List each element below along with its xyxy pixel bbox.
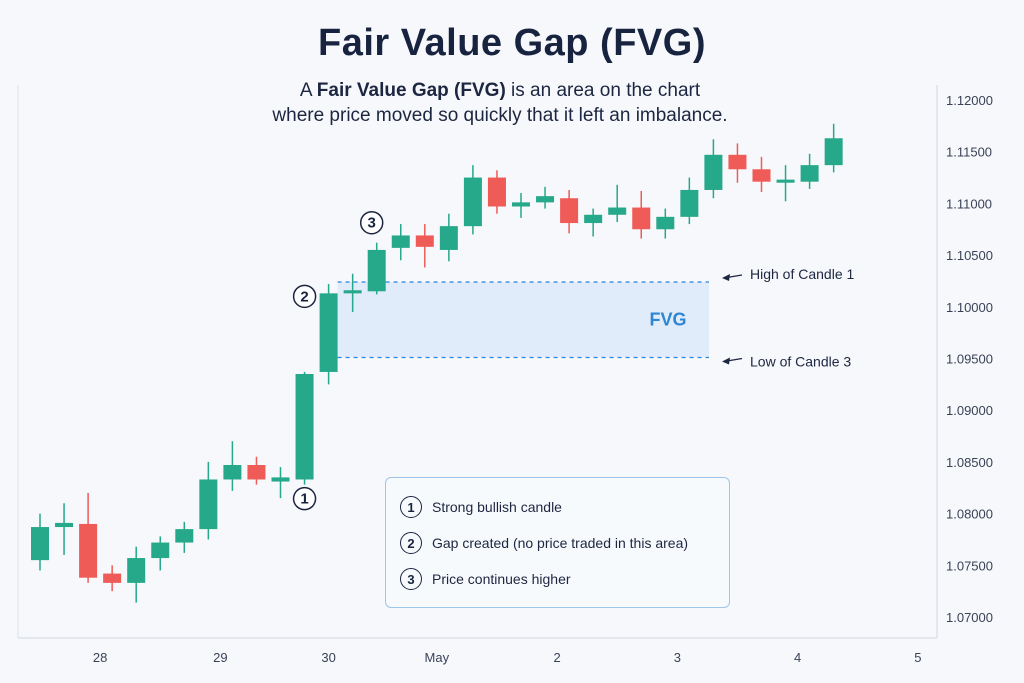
- y-tick-label: 1.10000: [946, 300, 993, 315]
- candle-body: [680, 189, 699, 217]
- x-tick-label: May: [425, 650, 450, 665]
- y-tick-label: 1.09000: [946, 403, 993, 418]
- marker-number: 2: [300, 288, 308, 305]
- candle-body: [175, 529, 194, 543]
- candle-body: [199, 479, 218, 530]
- candle-body: [776, 179, 795, 183]
- candle-body: [487, 177, 506, 207]
- candle-body: [103, 573, 122, 583]
- candle-body: [560, 198, 579, 224]
- marker-number: 1: [300, 491, 308, 508]
- subtitle-post: is an area on the chart: [505, 80, 701, 101]
- candle-body: [656, 216, 675, 230]
- candle-body: [271, 477, 290, 482]
- candle-body: [151, 542, 170, 559]
- legend-text: Price continues higher: [432, 571, 571, 587]
- y-tick-label: 1.12000: [946, 93, 993, 108]
- marker-circle: [359, 210, 384, 235]
- candle-body: [223, 465, 242, 480]
- candle-body: [415, 235, 434, 247]
- subtitle-line-2: where price moved so quickly that it lef…: [272, 105, 728, 126]
- label-high-of-candle-1: High of Candle 1: [750, 266, 855, 282]
- legend-number: 1: [400, 496, 422, 518]
- legend-item: 1 Strong bullish candle: [400, 495, 729, 519]
- label-low-of-candle-3: Low of Candle 3: [750, 353, 851, 369]
- candle-body: [79, 523, 98, 578]
- candle-body: [536, 196, 555, 203]
- fvg-label: FVG: [649, 310, 686, 330]
- y-tick-label: 1.07000: [946, 610, 993, 625]
- y-tick-label: 1.10500: [946, 248, 993, 263]
- marker-circle: [292, 486, 317, 511]
- candle-body: [391, 235, 410, 248]
- x-tick-label: 28: [93, 650, 107, 665]
- candle-body: [824, 138, 843, 166]
- legend-number: 3: [400, 568, 422, 590]
- candle-body: [608, 207, 627, 215]
- chart-title: Fair Value Gap (FVG): [318, 22, 706, 64]
- y-tick-label: 1.11000: [946, 196, 992, 211]
- x-tick-label: 2: [553, 650, 560, 665]
- x-tick-label: 5: [914, 650, 921, 665]
- legend-item: 3 Price continues higher: [400, 567, 729, 591]
- candle-body: [295, 374, 314, 480]
- x-tick-label: 30: [321, 650, 335, 665]
- y-tick-label: 1.11500: [946, 145, 992, 160]
- candle-body: [800, 165, 819, 182]
- legend-text: Strong bullish candle: [432, 499, 562, 515]
- candle-body: [319, 293, 338, 372]
- y-tick-label: 1.08500: [946, 455, 993, 470]
- legend-item: 2 Gap created (no price traded in this a…: [400, 531, 729, 555]
- arrow-high-head: [722, 273, 730, 281]
- candle-body: [752, 169, 771, 182]
- x-tick-label: 3: [674, 650, 681, 665]
- candle-body: [584, 214, 603, 224]
- legend-number: 2: [400, 532, 422, 554]
- x-tick-label: 4: [794, 650, 801, 665]
- candle-body: [127, 558, 146, 583]
- candle-body: [728, 154, 747, 170]
- candle-body: [31, 527, 49, 561]
- candle-body: [512, 202, 530, 207]
- marker-circle: [292, 284, 317, 309]
- candle-body: [704, 154, 723, 190]
- arrow-low-head: [722, 357, 730, 365]
- subtitle-line-1: A Fair Value Gap (FVG) is an area on the…: [0, 78, 1000, 103]
- subtitle-bold: Fair Value Gap (FVG): [316, 80, 506, 101]
- candle-body: [632, 207, 651, 230]
- candle-body: [439, 226, 458, 250]
- candle-body: [367, 249, 386, 292]
- legend-box: 1 Strong bullish candle 2 Gap created (n…: [385, 477, 730, 608]
- x-tick-label: 29: [213, 650, 227, 665]
- candle-body: [247, 465, 266, 480]
- y-tick-label: 1.08000: [946, 507, 993, 522]
- y-tick-label: 1.09500: [946, 352, 993, 367]
- subtitle-pre: A: [299, 80, 317, 101]
- candle-body: [55, 522, 74, 528]
- marker-number: 3: [368, 215, 376, 232]
- y-tick-label: 1.07500: [946, 558, 993, 573]
- candle-body: [463, 177, 482, 227]
- legend-text: Gap created (no price traded in this are…: [432, 535, 689, 551]
- fvg-zone: [337, 281, 709, 358]
- candle-body: [343, 290, 362, 294]
- chart-subtitle: A Fair Value Gap (FVG) is an area on the…: [0, 78, 1000, 128]
